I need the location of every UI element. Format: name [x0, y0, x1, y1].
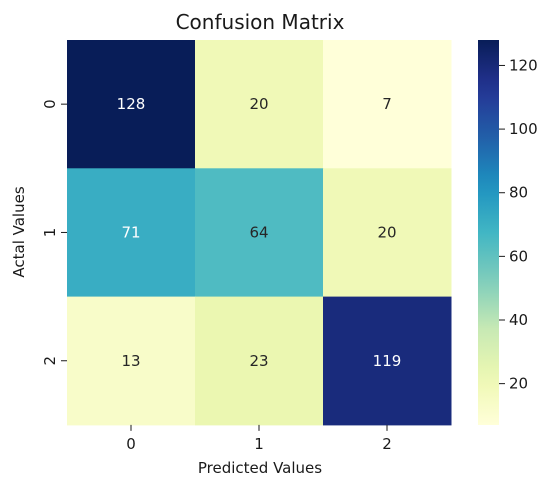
heatmap-cell: [323, 40, 452, 169]
x-tick-label: 1: [254, 435, 264, 453]
heatmap-cell: [323, 296, 452, 426]
colorbar: [478, 40, 499, 425]
colorbar-tick-label: 20: [509, 375, 528, 393]
heatmap-cell: [195, 40, 324, 169]
heatmap-cell-labels: 128 20 7 71 64 20 13 23 119: [117, 95, 402, 370]
cell-value-label: 128: [117, 95, 146, 113]
heatmap-cell: [67, 168, 196, 298]
cell-value-label: 64: [249, 223, 268, 241]
heatmap-cell: [195, 296, 324, 426]
cell-value-label: 7: [382, 95, 392, 113]
heatmap-cell: [67, 296, 196, 426]
y-tick-label: 1: [41, 228, 59, 238]
y-axis-label: Actal Values: [10, 186, 28, 277]
cell-value-label: 20: [249, 95, 268, 113]
x-axis-ticks: 0 1 2: [126, 424, 392, 453]
y-axis-ticks: 0 1 2: [41, 99, 67, 366]
chart-title: Confusion Matrix: [176, 10, 345, 34]
heatmap-cell: [195, 168, 324, 298]
y-tick-label: 0: [41, 99, 59, 109]
y-tick-label: 2: [41, 356, 59, 366]
colorbar-tick-label: 80: [509, 184, 528, 202]
colorbar-tick-label: 100: [509, 120, 538, 138]
cell-value-label: 23: [249, 352, 268, 370]
cell-value-label: 13: [121, 352, 140, 370]
cell-value-label: 20: [377, 223, 396, 241]
heatmap-cells: [67, 40, 452, 426]
x-axis-label: Predicted Values: [198, 459, 322, 477]
cell-value-label: 119: [373, 352, 402, 370]
colorbar-tick-label: 60: [509, 247, 528, 265]
colorbar-ticks: 20 40 60 80 100 120: [499, 56, 538, 393]
cell-value-label: 71: [121, 223, 140, 241]
heatmap-cell: [323, 168, 452, 298]
x-tick-label: 2: [382, 435, 392, 453]
x-tick-label: 0: [126, 435, 136, 453]
colorbar-tick-label: 120: [509, 56, 538, 74]
heatmap-cell: [67, 40, 196, 169]
colorbar-tick-label: 40: [509, 311, 528, 329]
